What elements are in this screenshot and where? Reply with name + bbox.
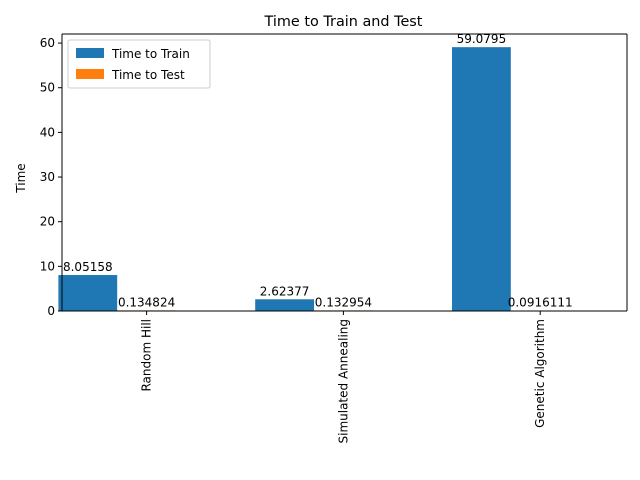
- chart-title: Time to Train and Test: [264, 14, 423, 30]
- x-tick-label-genetic-algorithm: Genetic Algorithm: [533, 319, 547, 428]
- plot-area: 8.05158 2.62377 59.0795 0.134824 0.132954 0.0…: [40, 32, 628, 444]
- data-label-time-to-test-simulated-annealing: 0.132954: [315, 295, 372, 309]
- y-tick-label-20: 20: [40, 215, 55, 229]
- bar-time-to-train-simulated-annealing: [255, 299, 314, 311]
- x-tick-label-random-hill: Random Hill: [140, 319, 154, 392]
- x-tick-label-simulated-annealing: Simulated Annealing: [336, 319, 350, 444]
- data-label-time-to-train-genetic-algorithm: 59.0795: [457, 32, 507, 46]
- data-label-time-to-train-simulated-annealing: 2.62377: [260, 284, 310, 298]
- legend-label-time-to-test: Time to Test: [111, 68, 185, 82]
- y-tick-label-50: 50: [40, 81, 55, 95]
- bar-time-to-train-random-hill: [58, 275, 118, 311]
- y-tick-label-10: 10: [40, 259, 55, 273]
- y-axis-label: Time: [14, 163, 28, 193]
- legend-swatch-time-to-test: [76, 69, 104, 79]
- legend-label-time-to-train: Time to Train: [111, 47, 190, 61]
- y-tick-label-30: 30: [40, 170, 55, 184]
- data-label-time-to-test-genetic-algorithm: 0.0916111: [508, 296, 573, 310]
- data-label-time-to-train-random-hill: 8.05158: [63, 260, 113, 274]
- data-label-time-to-test-random-hill: 0.134824: [118, 295, 175, 309]
- legend: Time to Train Time to Test: [67, 39, 211, 89]
- y-tick-label-40: 40: [40, 125, 55, 139]
- bar-time-to-train-genetic-algorithm: [452, 47, 511, 312]
- y-tick-label-60: 60: [40, 36, 55, 50]
- legend-swatch-time-to-train: [76, 48, 104, 58]
- y-tick-label-0: 0: [47, 304, 55, 318]
